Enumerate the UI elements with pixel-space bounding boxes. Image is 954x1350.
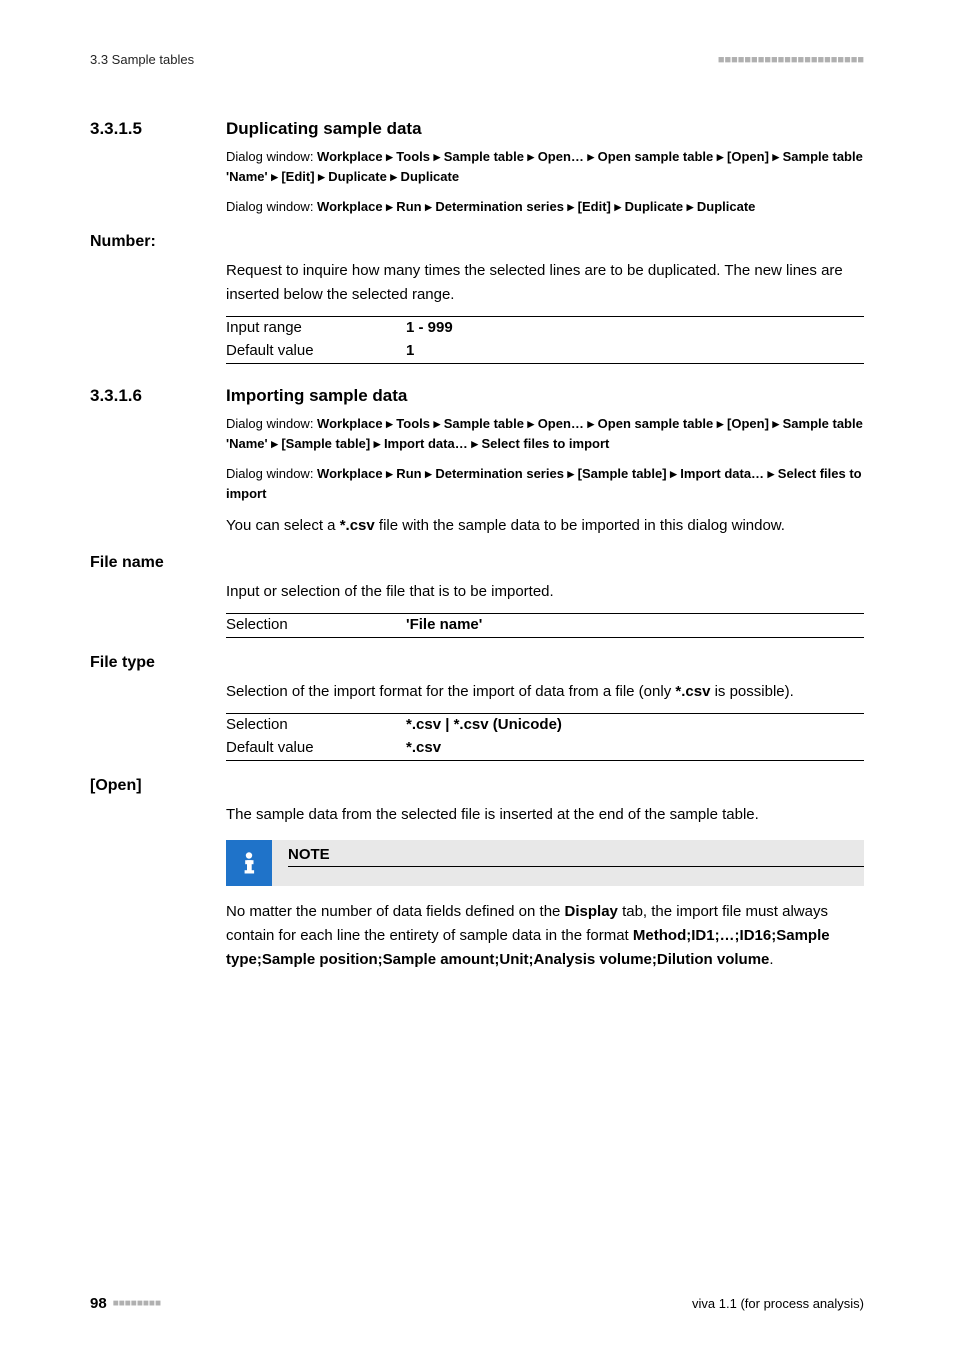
running-head: 3.3 Sample tables ■■■■■■■■■■■■■■■■■■■■■■ xyxy=(90,52,864,67)
info-icon xyxy=(226,840,272,886)
dialog-prefix: Dialog window: xyxy=(226,149,317,164)
dialog-path: Dialog window: Workplace ▸ Tools ▸ Sampl… xyxy=(226,147,864,187)
param-table: Input range 1 - 999 Default value 1 xyxy=(226,316,864,364)
dialog-prefix: Dialog window: xyxy=(226,416,317,431)
inline-bold: *.csv xyxy=(675,683,710,700)
section-heading: 3.3.1.6 Importing sample data xyxy=(90,386,864,406)
text: Selection of the import format for the i… xyxy=(226,683,675,700)
page: 3.3 Sample tables ■■■■■■■■■■■■■■■■■■■■■■… xyxy=(0,0,954,1350)
param-desc: Input or selection of the file that is t… xyxy=(226,580,864,603)
param-label-filetype: File type xyxy=(90,654,864,672)
dialog-path: Dialog window: Workplace ▸ Tools ▸ Sampl… xyxy=(226,414,864,454)
param-label-open: [Open] xyxy=(90,777,864,795)
dialog-path-text: Workplace ▸ Run ▸ Determination series ▸… xyxy=(226,466,862,501)
table-row: Selection *.csv | *.csv (Unicode) xyxy=(226,714,864,738)
table-key: Selection xyxy=(226,613,406,637)
param-desc: Selection of the import format for the i… xyxy=(226,680,864,703)
table-val: 'File name' xyxy=(406,613,864,637)
footer-right: viva 1.1 (for process analysis) xyxy=(692,1296,864,1311)
section-number: 3.3.1.5 xyxy=(90,119,226,139)
runhead-dots: ■■■■■■■■■■■■■■■■■■■■■■ xyxy=(718,54,864,66)
inline-bold: *.csv xyxy=(340,517,375,534)
table-key: Input range xyxy=(226,316,406,340)
param-table: Selection 'File name' xyxy=(226,613,864,638)
table-row: Selection 'File name' xyxy=(226,613,864,637)
table-val: *.csv | *.csv (Unicode) xyxy=(406,714,864,738)
note-body: No matter the number of data fields defi… xyxy=(226,900,864,972)
table-val: 1 - 999 xyxy=(406,316,864,340)
text: You can select a xyxy=(226,517,340,534)
text: file with the sample data to be imported… xyxy=(375,517,785,534)
dialog-path-text: Workplace ▸ Tools ▸ Sample table ▸ Open…… xyxy=(226,149,863,184)
page-footer: 98 ■■■■■■■■ viva 1.1 (for process analys… xyxy=(90,1295,864,1312)
table-key: Selection xyxy=(226,714,406,738)
param-desc: Request to inquire how many times the se… xyxy=(226,259,864,306)
table-row: Input range 1 - 999 xyxy=(226,316,864,340)
text: is possible). xyxy=(710,683,793,700)
param-desc: The sample data from the selected file i… xyxy=(226,803,864,826)
note-title: NOTE xyxy=(288,842,864,885)
table-row: Default value 1 xyxy=(226,340,864,364)
dialog-path: Dialog window: Workplace ▸ Run ▸ Determi… xyxy=(226,197,864,217)
table-val: *.csv xyxy=(406,737,864,761)
footer-left: 98 ■■■■■■■■ xyxy=(90,1295,161,1312)
section-title: Duplicating sample data xyxy=(226,119,422,139)
param-table: Selection *.csv | *.csv (Unicode) Defaul… xyxy=(226,713,864,761)
table-key: Default value xyxy=(226,737,406,761)
inline-bold: Display xyxy=(565,903,618,920)
text: . xyxy=(769,951,773,968)
paragraph: You can select a *.csv file with the sam… xyxy=(226,514,864,537)
note-box: NOTE xyxy=(226,840,864,886)
param-label-filename: File name xyxy=(90,554,864,572)
dialog-prefix: Dialog window: xyxy=(226,466,317,481)
table-key: Default value xyxy=(226,340,406,364)
page-number: 98 xyxy=(90,1295,107,1312)
section-title: Importing sample data xyxy=(226,386,407,406)
dialog-path-text: Workplace ▸ Run ▸ Determination series ▸… xyxy=(317,199,755,214)
table-row: Default value *.csv xyxy=(226,737,864,761)
section-heading: 3.3.1.5 Duplicating sample data xyxy=(90,119,864,139)
dialog-path-text: Workplace ▸ Tools ▸ Sample table ▸ Open…… xyxy=(226,416,863,451)
section-number: 3.3.1.6 xyxy=(90,386,226,406)
runhead-left: 3.3 Sample tables xyxy=(90,52,194,67)
param-label-number: Number: xyxy=(90,233,864,251)
dialog-path: Dialog window: Workplace ▸ Run ▸ Determi… xyxy=(226,464,864,504)
text: No matter the number of data fields defi… xyxy=(226,903,565,920)
dialog-prefix: Dialog window: xyxy=(226,199,317,214)
footer-bars: ■■■■■■■■ xyxy=(113,1298,161,1309)
table-val: 1 xyxy=(406,340,864,364)
